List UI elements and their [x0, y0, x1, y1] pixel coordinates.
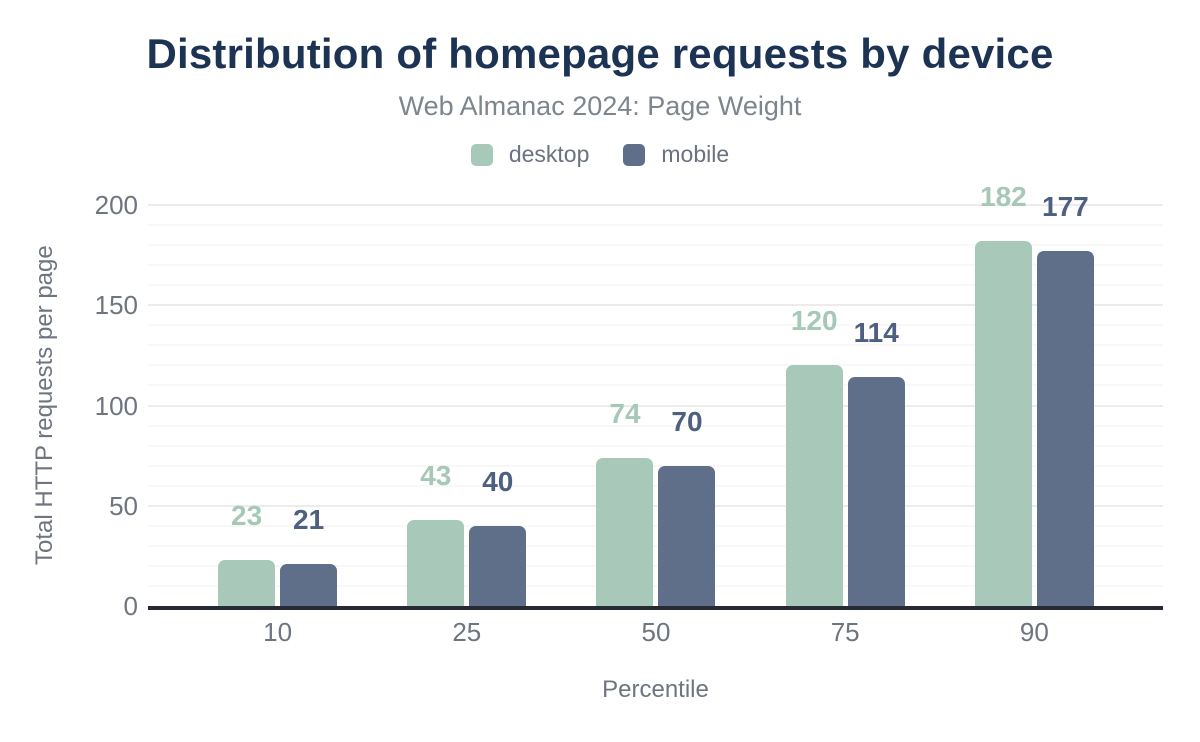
x-tick-label: 90	[1019, 617, 1049, 647]
gridline-minor	[148, 364, 1163, 367]
bar-desktop-p25[interactable]: 43	[407, 460, 465, 606]
x-axis-line	[148, 606, 1163, 610]
legend-item-desktop[interactable]: desktop	[470, 141, 590, 168]
gridline-major	[148, 404, 1163, 407]
gridline-minor	[148, 584, 1163, 587]
legend-label: desktop	[508, 141, 590, 167]
bar-mobile-p25[interactable]: 40	[469, 466, 527, 606]
bar-group-p10: 23 21	[183, 205, 372, 606]
gridline-minor	[148, 284, 1163, 287]
gridline-minor	[148, 464, 1163, 467]
x-tick-label: 10	[263, 617, 293, 647]
chart-title: Distribution of homepage requests by dev…	[146, 30, 1054, 77]
gridline-major	[148, 304, 1163, 307]
y-tick-label: 100	[94, 390, 138, 421]
bar-group-p75: 120 114	[751, 205, 940, 606]
gridline-minor	[148, 384, 1163, 387]
bar-group-p25: 43 40	[372, 205, 561, 606]
y-tick-label: 50	[109, 490, 138, 521]
bar-mobile-p50[interactable]: 70	[658, 406, 716, 606]
gridline-minor	[148, 444, 1163, 447]
value-label-desktop-p90: 182	[980, 181, 1027, 213]
value-label-mobile-p10: 21	[293, 503, 325, 535]
gridline-major	[148, 504, 1163, 507]
bar-desktop-p50[interactable]: 74	[596, 398, 654, 606]
gridline-minor	[148, 524, 1163, 527]
gridline-minor	[148, 224, 1163, 227]
legend-item-mobile[interactable]: mobile	[623, 141, 729, 168]
x-axis-ticks: 10 25 50 75 90	[183, 618, 1129, 648]
bar-group-p50: 74 70	[561, 205, 750, 606]
legend-swatch-mobile	[623, 143, 646, 166]
value-label-desktop-p75: 120	[790, 305, 838, 337]
value-label-desktop-p25: 43	[420, 459, 452, 491]
legend-label: mobile	[661, 141, 730, 167]
x-tick-label: 25	[452, 617, 482, 647]
value-label-desktop-p50: 74	[609, 397, 641, 429]
bar-desktop-p10[interactable]: 23	[218, 500, 276, 606]
value-label-desktop-p10: 23	[231, 499, 263, 531]
value-label-mobile-p50: 70	[671, 405, 703, 437]
x-axis-title: Percentile	[602, 676, 709, 703]
value-label-mobile-p75: 114	[853, 317, 899, 349]
legend: desktop mobile	[0, 141, 1200, 168]
bar-mobile-p10[interactable]: 21	[280, 504, 338, 606]
bar-mobile-p75[interactable]: 114	[847, 317, 905, 606]
gridline-minor	[148, 264, 1163, 267]
gridline-minor	[148, 564, 1163, 567]
gridline-minor	[148, 484, 1163, 487]
gridline-major	[148, 204, 1163, 206]
gridline-minor	[148, 344, 1163, 347]
y-axis-ticks: 0 50 100 150 200	[0, 190, 138, 621]
bar-group-p90: 182 177	[940, 181, 1129, 606]
gridline-minor	[148, 244, 1163, 247]
chart-subtitle: Web Almanac 2024: Page Weight	[398, 91, 802, 121]
gridline-minor	[148, 424, 1163, 427]
y-tick-label: 150	[94, 290, 138, 321]
x-tick-label: 50	[641, 617, 671, 647]
value-label-mobile-p90: 177	[1042, 191, 1089, 223]
gridline-minor	[148, 544, 1163, 547]
value-label-mobile-p25: 40	[482, 465, 514, 497]
gridline-minor	[148, 324, 1163, 327]
y-tick-label: 200	[94, 190, 138, 220]
bar-desktop-p75[interactable]: 120	[785, 305, 843, 606]
x-tick-label: 75	[830, 617, 860, 647]
bars: 23 21 43 40 74 70 120 114 182 177	[183, 181, 1129, 606]
bar-desktop-p90[interactable]: 182	[974, 181, 1032, 606]
plot-area	[148, 204, 1163, 606]
bar-mobile-p90[interactable]: 177	[1036, 191, 1094, 606]
y-tick-label: 0	[123, 591, 138, 621]
legend-swatch-desktop	[470, 143, 493, 166]
